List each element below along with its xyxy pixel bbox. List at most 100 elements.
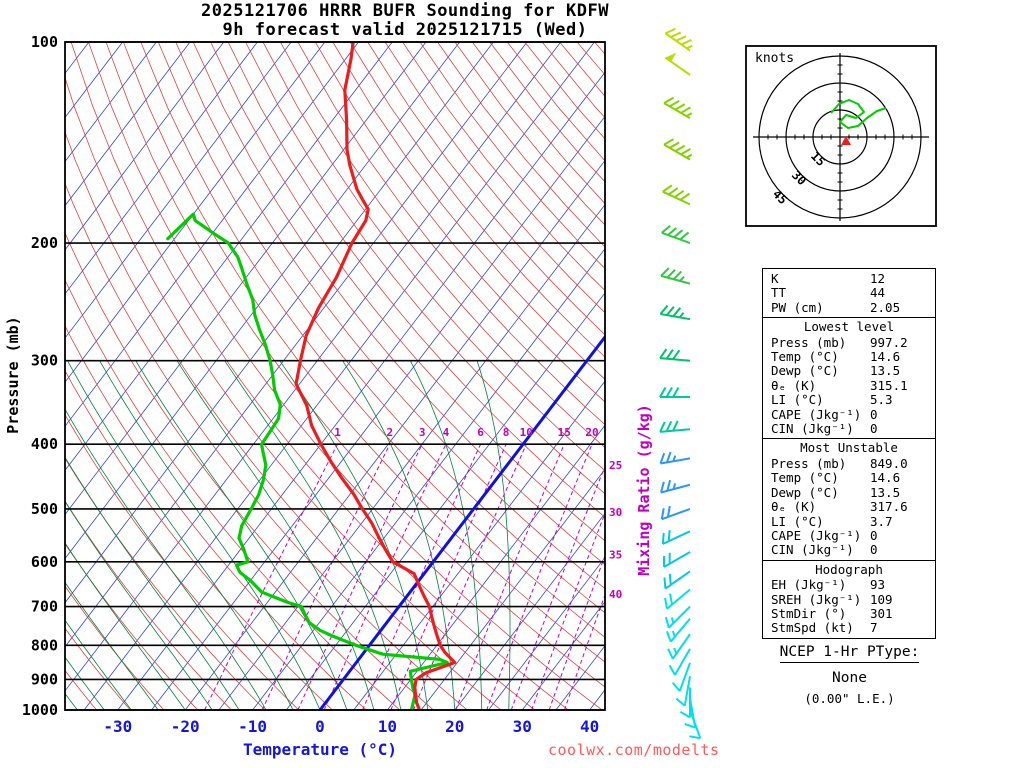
- panel-row: K12: [763, 272, 935, 286]
- moist-adiabat: [39, 361, 267, 710]
- panel-row-label: Dewp (°C): [771, 486, 870, 500]
- isotherm: [50, 42, 560, 710]
- wind-barb-full: [673, 388, 679, 398]
- wind-barb-half: [680, 313, 684, 318]
- panel-row-label: TT: [771, 286, 870, 300]
- wind-barb-full: [665, 29, 675, 34]
- dry-adiabat: [141, 42, 703, 710]
- isotherm: [84, 42, 594, 710]
- temperature-tick-label: -10: [238, 717, 267, 736]
- panel-row: TT44: [763, 286, 935, 300]
- panel-section: HodographEH (Jkg⁻¹)93SREH (Jkg⁻¹)109StmD…: [763, 560, 935, 638]
- panel-row-label: Dewp (°C): [771, 364, 870, 378]
- panel-section-title: Hodograph: [763, 562, 935, 578]
- wind-barb-full: [668, 228, 676, 235]
- panel-row-label: SREH (Jkg⁻¹): [771, 593, 870, 607]
- wind-barb-full: [670, 142, 680, 147]
- mixing-ratio-line: [565, 596, 605, 710]
- wind-barb-staff: [663, 531, 690, 544]
- pressure-tick-label: 600: [31, 553, 58, 571]
- wind-barb: [660, 452, 690, 463]
- panel-row-value: 5.3: [870, 393, 930, 407]
- panel-row-label: Press (mb): [771, 336, 870, 350]
- wind-barb-full: [669, 188, 678, 194]
- sounding-profiles: [168, 42, 455, 709]
- sounding-page: 2025121706 HRRR BUFR Sounding for KDFW 9…: [0, 0, 1024, 768]
- dry-adiabat: [54, 42, 535, 710]
- panel-row-label: CAPE (Jkg⁻¹): [771, 529, 870, 543]
- wind-barb-full: [667, 421, 672, 431]
- panel-row-value: 0: [870, 543, 930, 557]
- ptype-block: NCEP 1-Hr PType: None (0.00" L.E.): [752, 641, 947, 706]
- panel-section-title: Most Unstable: [763, 440, 935, 456]
- panel-row-value: 2.05: [870, 301, 930, 315]
- pressure-tick-label: 700: [31, 598, 58, 616]
- isotherm: [0, 42, 392, 710]
- wind-barb-full: [681, 40, 691, 45]
- wind-barb: [661, 480, 690, 492]
- panel-row-label: CIN (Jkg⁻¹): [771, 543, 870, 557]
- wind-barb: [660, 306, 690, 320]
- panel-row: Temp (°C)14.6: [763, 471, 935, 485]
- wind-barb: [665, 589, 690, 608]
- wind-barb-column: [660, 29, 700, 738]
- pressure-tick-label: 400: [31, 435, 58, 453]
- panel-row: θₑ (K)315.1: [763, 379, 935, 393]
- dry-adiabat: [19, 42, 468, 710]
- pressure-tick-label: 100: [31, 33, 58, 51]
- panel-row: Dewp (°C)13.5: [763, 364, 935, 378]
- panel-row-value: 14.6: [870, 350, 930, 364]
- wind-barb-full: [666, 617, 669, 628]
- wind-barb: [664, 552, 690, 567]
- panel-row-value: 317.6: [870, 500, 930, 514]
- mixing-ratio-value-label: 15: [558, 426, 571, 439]
- panel-row: Press (mb)849.0: [763, 457, 935, 471]
- panel-row-value: 0: [870, 408, 930, 422]
- panel-row-label: CIN (Jkg⁻¹): [771, 422, 870, 436]
- wind-barb: [666, 607, 690, 628]
- panel-row-value: 14.6: [870, 471, 930, 485]
- panel-row: CIN (Jkg⁻¹)0: [763, 543, 935, 557]
- wind-barb-full: [674, 230, 682, 237]
- panel-row-label: PW (cm): [771, 301, 870, 315]
- panel-row-label: StmSpd (kt): [771, 621, 870, 635]
- panel-row: CAPE (Jkg⁻¹)0: [763, 408, 935, 422]
- watermark-text: coolwx.com/modelts: [548, 741, 763, 759]
- mixing-ratio-value-label: 3: [419, 426, 426, 439]
- moist-adiabat: [0, 361, 212, 710]
- panel-row-label: CAPE (Jkg⁻¹): [771, 408, 870, 422]
- wind-barb: [662, 506, 690, 519]
- dry-adiabat: [193, 42, 804, 710]
- temperature-tick-label: 10: [378, 717, 397, 736]
- wind-barb: [661, 268, 690, 284]
- panel-row-label: LI (°C): [771, 393, 870, 407]
- wind-barb-staff: [662, 509, 690, 519]
- wind-barb-full: [681, 149, 691, 154]
- dry-adiabat: [0, 42, 198, 710]
- mixing-ratio-value-label: 25: [609, 459, 622, 472]
- panel-row-label: θₑ (K): [771, 500, 870, 514]
- panel-section-title: Lowest level: [763, 319, 935, 335]
- panel-row: Dewp (°C)13.5: [763, 486, 935, 500]
- wind-barb-full: [670, 574, 671, 585]
- dry-adiabat: [0, 42, 164, 710]
- mixing-ratio-value-label: 6: [477, 426, 484, 439]
- indices-panel: K12TT44PW (cm)2.05Lowest levelPress (mb)…: [762, 268, 936, 639]
- panel-row-label: LI (°C): [771, 515, 870, 529]
- panel-row-value: 109: [870, 593, 930, 607]
- mixing-ratio-value-label: 20: [585, 426, 598, 439]
- panel-row-value: 315.1: [870, 379, 930, 393]
- pressure-tick-label: 300: [31, 352, 58, 370]
- dry-adiabat: [106, 42, 636, 710]
- panel-row: StmSpd (kt)7: [763, 621, 935, 635]
- wind-barb-full: [671, 32, 681, 37]
- panel-row-label: θₑ (K): [771, 379, 870, 393]
- panel-row-value: 0: [870, 422, 930, 436]
- wind-barb: [660, 349, 690, 361]
- panel-row-label: EH (Jkg⁻¹): [771, 578, 870, 592]
- wind-barb: [664, 139, 692, 159]
- wind-barb: [664, 571, 690, 588]
- panel-row-value: 12: [870, 272, 930, 286]
- temperature-tick-label: 30: [513, 717, 532, 736]
- panel-row-label: StmDir (°): [771, 607, 870, 621]
